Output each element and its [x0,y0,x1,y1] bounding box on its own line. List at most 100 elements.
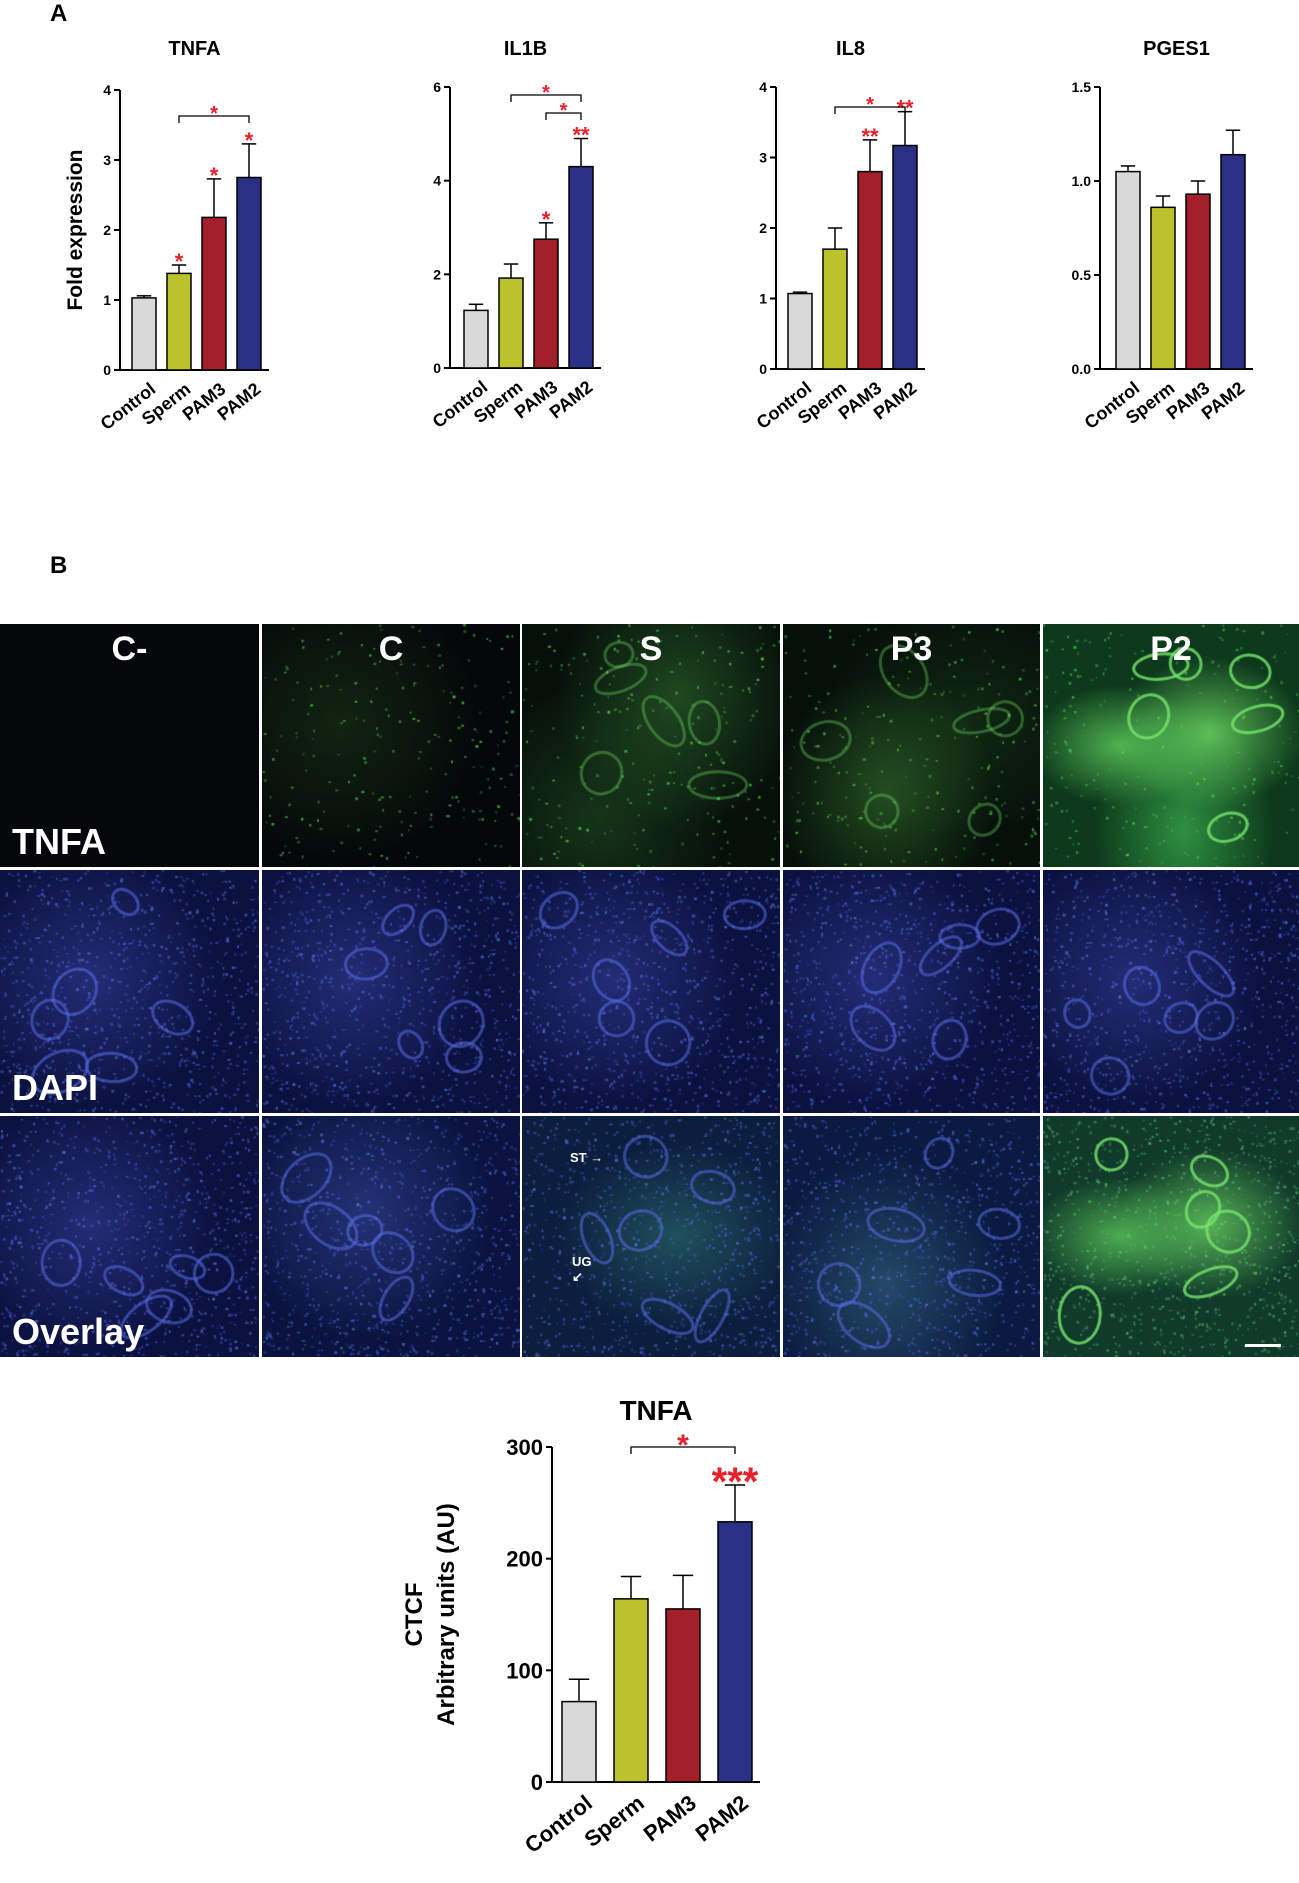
chart3-bar-pam3 [857,170,883,370]
micrograph-texture [0,1116,259,1357]
chart2-title: IL1B [504,38,547,60]
micrograph-texture [262,870,520,1113]
micrograph-texture [783,870,1040,1113]
panel-b-label: B [50,552,68,579]
chart5-ytick-label: 300 [506,1435,543,1460]
chart2-significance-star: * [542,207,551,232]
chart5-category-control: Control [520,1790,597,1858]
chart5-bar-sperm [613,1598,649,1783]
chart5-title: TNFA [619,1395,692,1426]
chart5-category-pam2: PAM2 [691,1790,753,1846]
micrograph-texture [522,1116,780,1357]
chart1-significance-star: * [210,163,219,188]
column-label-c-minus: C- [111,630,148,668]
chart1-bar-pam3 [201,216,227,371]
immunofluorescence-grid: C- TNFA C S P3 P2 DAPI Overlay ST → UG ↙ [0,624,1299,1357]
micrograph-dapi-c-minus: DAPI [0,870,259,1113]
column-label-c: C [378,630,404,668]
micrograph-overlay-c [262,1116,520,1357]
chart1-significance-star: * [175,249,184,274]
column-label-p2: P2 [1150,630,1192,668]
micrograph-dapi-c [262,870,520,1113]
chart3-ytick-label: 4 [759,79,767,95]
chart1-ytick-label: 3 [103,152,111,168]
chart3-bar-control [787,292,813,370]
micrograph-texture [522,624,780,867]
annotation-ug: UG ↙ [572,1254,592,1284]
chart4-ytick-label: 1.5 [1072,79,1092,95]
chart4-bar-pam2 [1220,153,1246,370]
chart2-bracket-star: * [542,82,550,104]
micrograph-overlay-s: ST → UG ↙ [522,1116,780,1357]
scale-bar [1245,1344,1281,1347]
panel-a-label: A [50,0,68,27]
annotation-st: ST → [570,1150,604,1165]
row-label-overlay: Overlay [12,1311,145,1352]
micrograph-dapi-p2 [1043,870,1299,1113]
chart3-ytick-label: 1 [759,291,767,307]
chart2-significance-star: ** [572,123,590,148]
micrograph-texture [1043,870,1299,1113]
chart1-bracket-star: * [210,103,218,125]
chart3-bar-pam2 [892,144,918,370]
chart3-bracket-star: * [866,94,874,116]
chart4-ytick-label: 1.0 [1072,173,1092,189]
micrograph-texture [1043,624,1299,867]
chart5-bracket [630,1446,736,1454]
micrograph-texture [262,1116,520,1357]
micrograph-tnfa-s: S [522,624,780,867]
micrograph-texture [262,624,520,867]
micrograph-tnfa-c-minus: C- TNFA [0,624,259,867]
chart4-ytick-label: 0.0 [1072,361,1092,377]
chart2-bar-pam2 [568,165,594,369]
chart4-bar-sperm [1150,206,1176,370]
micrograph-dapi-s [522,870,780,1113]
chart4-ytick-label: 0.5 [1072,267,1092,283]
chart5-bracket-star: * [677,1429,689,1462]
chart2-bar-pam3 [533,238,559,369]
chart3-ytick-label: 2 [759,220,767,236]
chart4-bar-control [1115,170,1141,370]
chart3-significance-star: ** [861,124,879,149]
micrograph-texture [783,624,1040,867]
micrograph-texture [783,1116,1040,1357]
micrograph-texture [522,870,780,1113]
chart2-bar-control [463,309,489,369]
chart3-bracket [834,106,906,114]
chart3-ytick-label: 0 [759,361,767,377]
micrograph-tnfa-p3: P3 [783,624,1040,867]
chart1-ytick-label: 4 [103,82,111,98]
chart2-bracket [510,94,582,102]
micrograph-texture [1043,1116,1299,1357]
micrograph-texture [0,624,259,867]
column-label-s: S [639,630,663,668]
chart3-bar-sperm [822,248,848,370]
chart5-ylabel: CTCF [401,1583,428,1647]
chart2-bracket [545,112,582,120]
chart1-bar-control [131,297,157,371]
chart2-ytick-label: 0 [433,360,441,376]
chart5-bar-pam2 [717,1521,753,1783]
micrograph-overlay-p2 [1043,1116,1299,1357]
chart5-bar-pam3 [665,1608,701,1783]
micrograph-texture [0,870,259,1113]
chart5-category-sperm: Sperm [580,1790,649,1852]
chart2-ytick-label: 6 [433,79,441,95]
chart2-ytick-label: 2 [433,266,441,282]
chart5-ytick-label: 200 [506,1547,543,1572]
micrograph-overlay-c-minus: Overlay [0,1116,259,1357]
chart1-bar-sperm [166,272,192,371]
chart5-ylabel-units: Arbitrary units (AU) [433,1503,460,1726]
chart1-significance-star: * [245,128,254,153]
chart3-title: IL8 [836,38,865,60]
chart1-bracket [178,115,250,123]
chart3-ytick-label: 3 [759,150,767,166]
chart1-bar-pam2 [236,176,262,371]
chart2-bracket-star: * [560,100,568,122]
micrograph-tnfa-c: C [262,624,520,867]
chart5-ytick-label: 0 [531,1770,543,1795]
column-label-p3: P3 [890,630,933,668]
chart1-ytick-label: 1 [103,292,111,308]
row-label-tnfa: TNFA [12,821,106,862]
